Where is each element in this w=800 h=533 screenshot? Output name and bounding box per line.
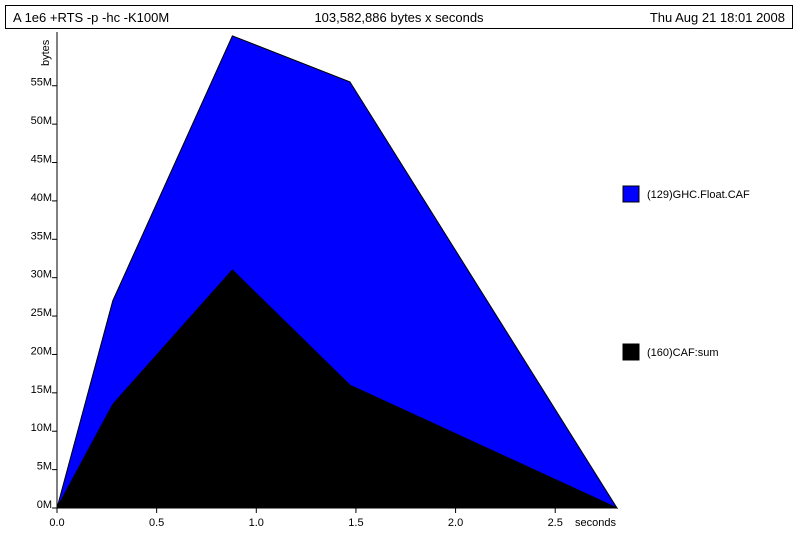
legend-label-1: (160)CAF:sum <box>647 347 719 359</box>
program-command: A 1e6 +RTS -p -hc -K100M <box>13 10 170 25</box>
total-bytes-seconds: 103,582,886 bytes x seconds <box>314 10 484 25</box>
y-axis-label: bytes <box>40 39 52 66</box>
y-tick-label: 25M <box>31 307 52 319</box>
x-tick-label: 0.0 <box>49 517 64 529</box>
profile-header: A 1e6 +RTS -p -hc -K100M 103,582,886 byt… <box>5 5 793 29</box>
y-tick-label: 0M <box>37 499 52 511</box>
legend: (129)GHC.Float.CAF (160)CAF:sum <box>622 185 750 361</box>
y-tick-label: 5M <box>37 461 52 473</box>
series-areas <box>56 35 619 510</box>
x-axis-label: seconds <box>575 517 616 529</box>
y-tick-label: 15M <box>31 384 52 396</box>
x-tick-label: 2.0 <box>448 517 463 529</box>
y-tick-label: 20M <box>31 345 52 357</box>
legend-swatch-1 <box>622 343 640 361</box>
legend-swatch-0 <box>622 185 640 203</box>
y-tick-label: 30M <box>31 269 52 281</box>
y-tick-label: 35M <box>31 230 52 242</box>
y-tick-label: 55M <box>31 77 52 89</box>
profile-date: Thu Aug 21 18:01 2008 <box>649 10 785 25</box>
x-tick-label: 1.5 <box>348 517 363 529</box>
x-tick-label: 2.5 <box>548 517 563 529</box>
x-tick-label: 1.0 <box>249 517 264 529</box>
y-tick-label: 50M <box>31 115 52 127</box>
y-tick-label: 10M <box>31 422 52 434</box>
legend-label-0: (129)GHC.Float.CAF <box>647 189 750 201</box>
axes: 0M 5M 10M 15M 20M 25M 30M 35M 40M 45M 50M 55M 0.0 0.5… <box>31 32 617 529</box>
x-tick-label: 0.5 <box>149 517 164 529</box>
y-tick-label: 40M <box>31 192 52 204</box>
y-tick-label: 45M <box>31 154 52 166</box>
